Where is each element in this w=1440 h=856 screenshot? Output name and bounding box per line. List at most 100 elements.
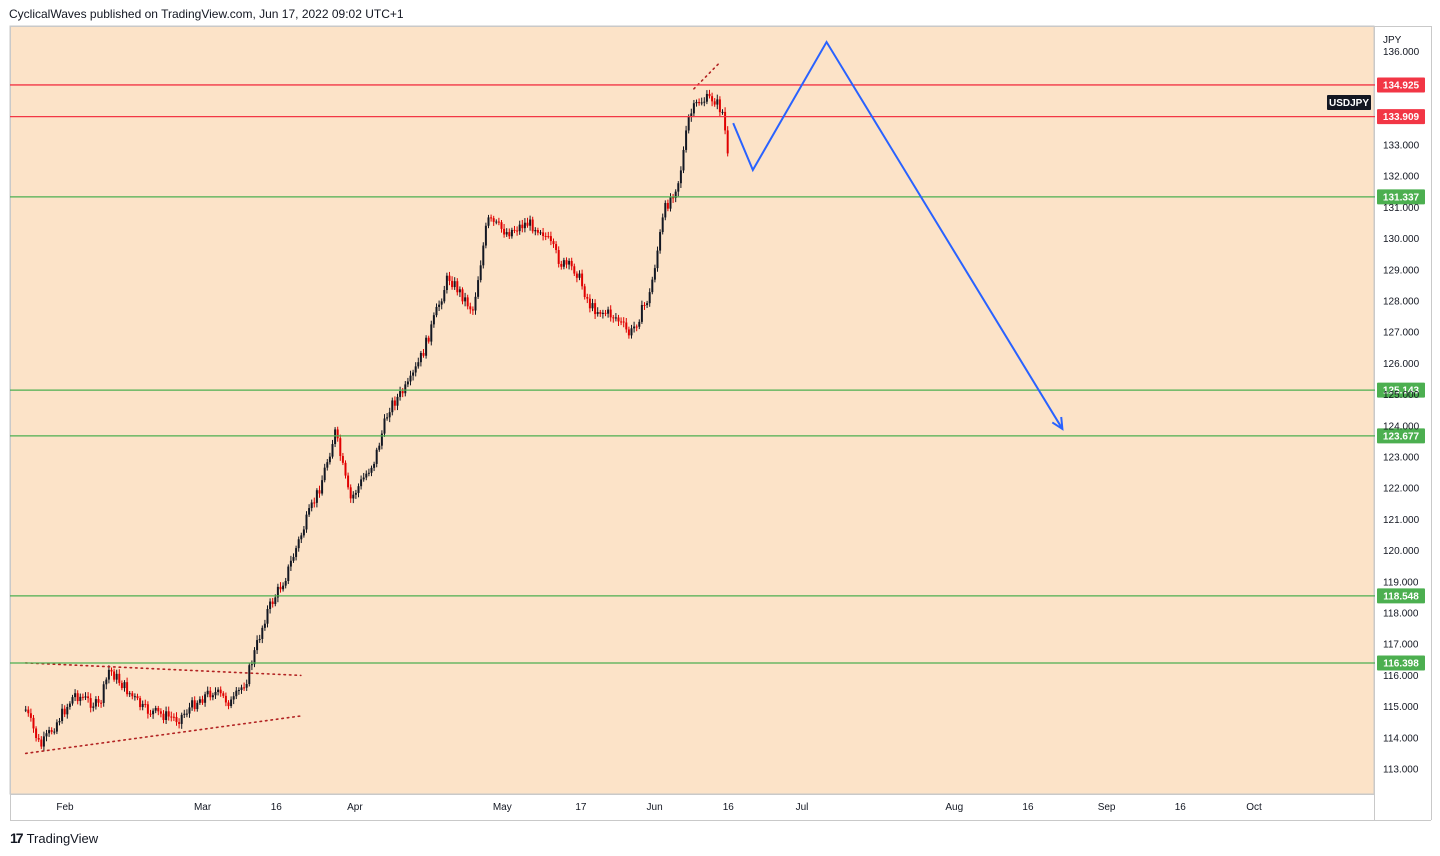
time-tick-label: Sep bbox=[1098, 802, 1116, 813]
candle-body bbox=[607, 309, 610, 314]
time-tick-label: Aug bbox=[945, 802, 963, 813]
candle-body bbox=[271, 601, 274, 605]
candle-body bbox=[674, 191, 677, 199]
price-tick-label: 128.000 bbox=[1383, 297, 1420, 308]
candle-body bbox=[575, 273, 578, 278]
candle-body bbox=[690, 113, 693, 117]
candle-body bbox=[594, 303, 597, 315]
candle-body bbox=[430, 324, 433, 342]
candle-body bbox=[89, 698, 92, 708]
price-tick-label: 133.000 bbox=[1383, 141, 1420, 152]
price-tick-label: 119.000 bbox=[1383, 577, 1419, 588]
candle-body bbox=[373, 463, 376, 468]
candle-body bbox=[240, 687, 243, 691]
candle-body bbox=[445, 275, 448, 291]
candle-body bbox=[84, 696, 87, 698]
candle-body bbox=[24, 709, 27, 711]
candle-body bbox=[204, 694, 207, 703]
candle-body bbox=[536, 230, 539, 233]
candle-body bbox=[250, 664, 253, 666]
candle-body bbox=[716, 99, 719, 105]
candle-body bbox=[516, 230, 519, 232]
candle-body bbox=[178, 722, 181, 724]
candle-body bbox=[136, 696, 139, 699]
candle-body bbox=[643, 304, 646, 306]
candle-body bbox=[263, 623, 266, 628]
resistance-level-badge bbox=[1377, 109, 1425, 125]
candle-body bbox=[622, 321, 625, 323]
candle-body bbox=[565, 260, 568, 265]
candle-body bbox=[656, 250, 659, 269]
candle-body bbox=[539, 232, 542, 234]
candle-body bbox=[334, 429, 337, 445]
candle-body bbox=[505, 232, 508, 235]
candle-body bbox=[534, 230, 537, 232]
candle-body bbox=[399, 391, 402, 397]
candle-body bbox=[604, 312, 607, 314]
candle-body bbox=[123, 682, 126, 689]
support-level-badge bbox=[1377, 655, 1425, 671]
candle-body bbox=[664, 202, 667, 218]
candle-body bbox=[562, 260, 565, 267]
candle-body bbox=[35, 728, 38, 739]
candle-body bbox=[58, 721, 61, 723]
candle-body bbox=[300, 535, 303, 540]
candle-body bbox=[162, 713, 165, 721]
plot-area[interactable] bbox=[9, 25, 1375, 795]
support-level-label: 123.677 bbox=[1383, 431, 1420, 442]
candle-body bbox=[458, 289, 461, 293]
candle-body bbox=[370, 467, 373, 473]
symbol-badge: USDJPY bbox=[1327, 95, 1371, 110]
price-tick-label: 117.000 bbox=[1383, 640, 1419, 651]
time-axis[interactable] bbox=[10, 795, 1374, 820]
candle-body bbox=[193, 700, 196, 710]
candle-body bbox=[692, 103, 695, 114]
candle-body bbox=[529, 219, 532, 226]
candle-body bbox=[133, 696, 136, 698]
candle-body bbox=[682, 149, 685, 171]
candle-body bbox=[71, 697, 74, 704]
candle-body bbox=[687, 116, 690, 131]
candle-body bbox=[308, 508, 311, 515]
candle-body bbox=[440, 301, 443, 305]
candle-body bbox=[185, 713, 188, 715]
candle-body bbox=[422, 352, 425, 356]
candle-body bbox=[144, 703, 147, 705]
candle-body bbox=[269, 601, 272, 610]
candle-body bbox=[92, 706, 95, 708]
candle-body bbox=[630, 328, 633, 336]
projection-path[interactable] bbox=[732, 40, 1064, 431]
candle-body bbox=[638, 321, 641, 327]
horizontal-levels[interactable]: 134.925 133.909 131.337 125.143 123.677 118.5… bbox=[10, 77, 1425, 671]
candle-body bbox=[349, 487, 352, 499]
projection-line bbox=[732, 40, 1064, 430]
candle-body bbox=[266, 609, 269, 624]
candle-body bbox=[484, 225, 487, 246]
candle-body bbox=[573, 266, 576, 274]
candle-body bbox=[724, 111, 727, 131]
candle-body bbox=[625, 322, 628, 330]
time-tick-label: Apr bbox=[347, 802, 363, 813]
candle-body bbox=[409, 375, 412, 382]
candle-body bbox=[466, 297, 469, 307]
price-tick-label: 127.000 bbox=[1383, 328, 1420, 339]
tradingview-logo-icon[interactable]: 17 bbox=[10, 830, 24, 846]
candle-body bbox=[726, 130, 729, 154]
candle-body bbox=[492, 218, 495, 222]
candle-body bbox=[497, 221, 500, 223]
candle-body bbox=[139, 698, 142, 708]
support-level-label: 118.548 bbox=[1383, 591, 1419, 602]
candle-body bbox=[113, 671, 116, 680]
time-tick-label: Feb bbox=[56, 802, 74, 813]
candle-body bbox=[404, 384, 407, 394]
price-tick-label: 136.000 bbox=[1383, 47, 1420, 58]
candle-body bbox=[513, 229, 516, 231]
candle-body bbox=[97, 699, 100, 703]
candle-body bbox=[419, 352, 422, 363]
candle-body bbox=[209, 690, 212, 698]
candle-body bbox=[427, 337, 430, 342]
footer: 17 TradingView bbox=[10, 829, 98, 847]
candle-body bbox=[698, 101, 701, 104]
candle-body bbox=[341, 456, 344, 463]
